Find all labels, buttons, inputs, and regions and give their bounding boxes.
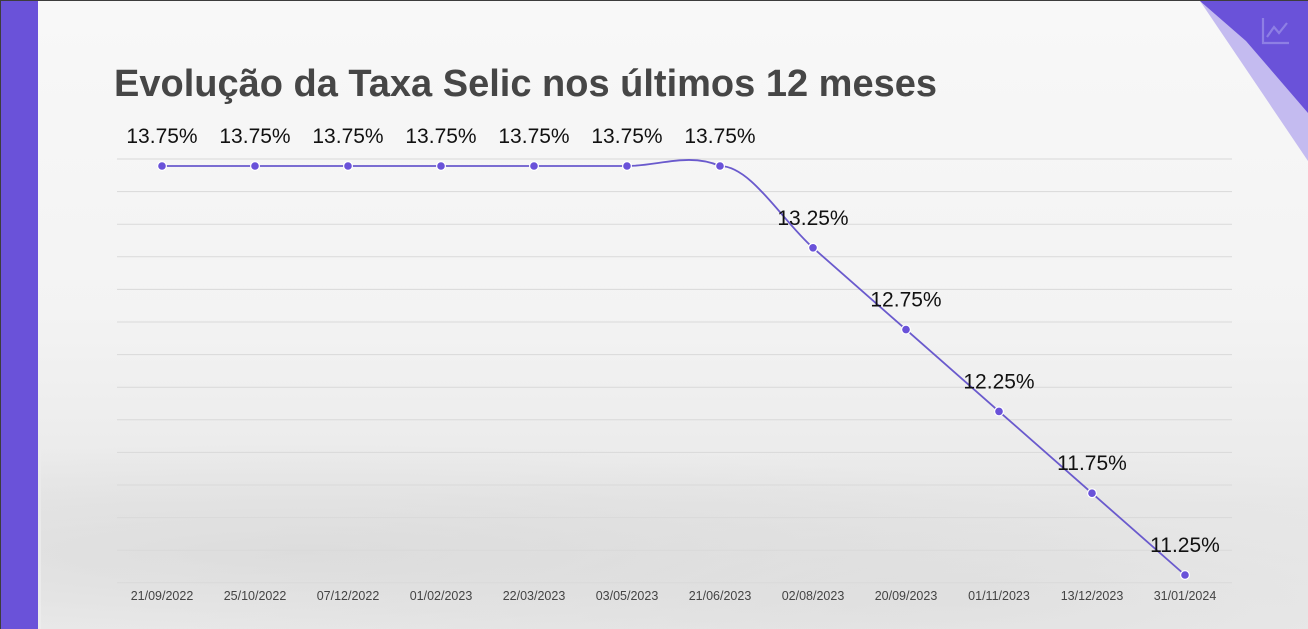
data-point[interactable] — [251, 162, 259, 170]
data-label: 13.75% — [684, 125, 755, 148]
x-axis-label: 21/09/2022 — [131, 589, 194, 603]
data-point[interactable] — [902, 325, 910, 334]
data-point[interactable] — [716, 162, 724, 170]
x-axis-label: 20/09/2023 — [875, 589, 938, 603]
data-label: 11.75% — [1057, 452, 1127, 475]
data-label: 13.75% — [591, 125, 662, 148]
line-chart-icon — [1261, 18, 1289, 45]
data-label: 13.75% — [498, 125, 569, 148]
x-axis-label: 02/08/2023 — [782, 589, 845, 603]
gridlines — [117, 158, 1232, 584]
data-point[interactable] — [530, 162, 538, 170]
x-axis-label: 21/06/2023 — [689, 589, 752, 603]
data-label: 13.75% — [405, 125, 476, 148]
data-label: 13.75% — [312, 125, 383, 148]
x-axis-label: 13/12/2023 — [1061, 589, 1124, 603]
data-point[interactable] — [344, 162, 352, 170]
data-label: 13.75% — [219, 125, 290, 148]
data-point[interactable] — [995, 407, 1003, 416]
x-axis-label: 25/10/2022 — [224, 589, 287, 603]
x-axis-label: 22/03/2023 — [503, 589, 566, 603]
data-label: 13.25% — [777, 207, 848, 230]
x-axis-label: 07/12/2022 — [317, 589, 380, 603]
accent-bar — [1, 1, 38, 629]
data-point[interactable] — [437, 162, 445, 170]
x-axis-label: 31/01/2024 — [1154, 589, 1217, 603]
x-axis-label: 03/05/2023 — [596, 589, 659, 603]
data-label: 12.25% — [963, 370, 1034, 393]
data-label: 13.75% — [126, 125, 197, 148]
data-label: 11.25% — [1150, 534, 1220, 557]
x-axis-label: 01/02/2023 — [410, 589, 473, 603]
background-haze — [41, 421, 1308, 629]
data-point[interactable] — [1181, 571, 1189, 579]
data-point[interactable] — [623, 162, 631, 170]
data-label: 12.75% — [870, 289, 941, 312]
data-point[interactable] — [158, 162, 166, 170]
series-line — [162, 159, 1186, 576]
data-point[interactable] — [809, 244, 817, 252]
x-axis-label: 01/11/2023 — [968, 589, 1030, 603]
data-point[interactable] — [1088, 489, 1096, 498]
chart-title: Evolução da Taxa Selic nos últimos 12 me… — [114, 63, 937, 105]
